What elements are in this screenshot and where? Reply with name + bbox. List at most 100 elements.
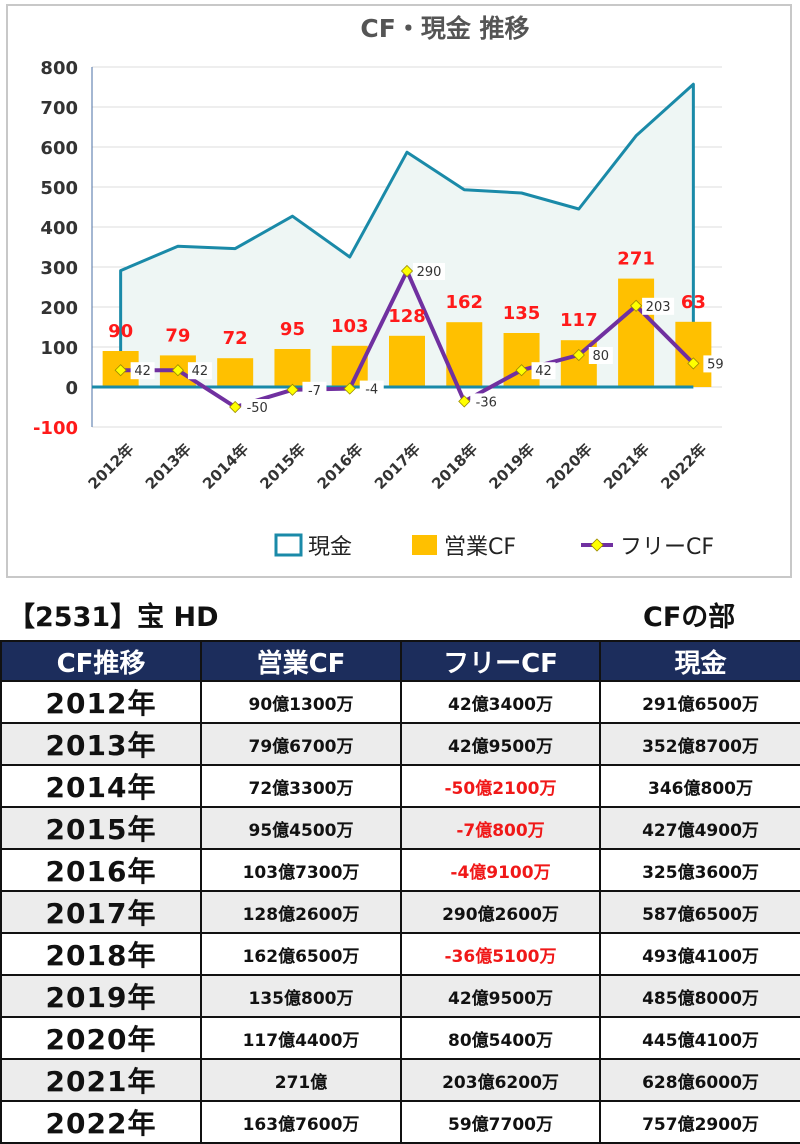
free-cf-cell: 59億7700万 xyxy=(400,1100,601,1144)
table-header-row: CF推移 営業CF フリーCF 現金 xyxy=(0,640,800,682)
free-cf-data-label: 42 xyxy=(134,364,151,379)
legend-operating-cf-swatch xyxy=(412,535,437,555)
y-tick-label: 500 xyxy=(40,178,78,199)
operating-cf-data-label: 135 xyxy=(503,303,541,324)
free-cf-cell: 203億6200万 xyxy=(400,1058,601,1102)
table-row: 2020年 117億4400万 80億5400万 445億4100万 xyxy=(0,1016,800,1060)
free-cf-label-bg xyxy=(187,362,212,380)
operating-cf-data-label: 79 xyxy=(165,325,190,346)
legend-free-cf-label: フリーCF xyxy=(620,535,714,560)
free-cf-label-bg xyxy=(531,362,556,380)
x-tick-label: 2014年 xyxy=(199,440,252,493)
cash-cell: 325億3600万 xyxy=(599,848,800,892)
y-tick-label: 600 xyxy=(40,138,78,159)
legend-free-cf-marker xyxy=(590,538,604,552)
cf-cash-chart: CF・現金 推移 800 700 600 500 400 300 200 100 0 -100 90 7… xyxy=(32,14,728,560)
table-row: 2016年 103億7300万 -4億9100万 325億3600万 xyxy=(0,848,800,892)
cash-cell: 485億8000万 xyxy=(599,974,800,1018)
header-free-cf: フリーCF xyxy=(400,640,601,682)
table-row: 2017年 128億2600万 290億2600万 587億6500万 xyxy=(0,890,800,934)
operating-cf-data-label: 63 xyxy=(681,292,706,313)
free-cf-data-label: 59 xyxy=(707,357,724,372)
free-cf-label-bg xyxy=(359,380,384,398)
y-tick-label: 300 xyxy=(40,258,78,279)
year-cell: 2022年 xyxy=(0,1100,202,1144)
x-tick-label: 2022年 xyxy=(657,440,710,493)
operating-cf-data-label: 117 xyxy=(560,310,598,331)
cash-cell: 291億6500万 xyxy=(599,680,800,724)
operating-cf-cell: 163億7600万 xyxy=(200,1100,402,1144)
cash-cell: 493億4100万 xyxy=(599,932,800,976)
operating-cf-cell: 128億2600万 xyxy=(200,890,402,934)
legend-cash-label: 現金 xyxy=(308,535,352,560)
cash-area xyxy=(120,84,694,387)
free-cf-label-bg xyxy=(642,297,675,315)
operating-cf-cell: 117億4400万 xyxy=(200,1016,402,1060)
free-cf-marker xyxy=(687,357,700,370)
y-tick-label: 0 xyxy=(65,378,78,399)
free-cf-cell: 80億5400万 xyxy=(400,1016,601,1060)
free-cf-marker xyxy=(114,364,127,377)
free-cf-data-label: 203 xyxy=(646,300,671,315)
y-tick-label: 200 xyxy=(40,298,78,319)
free-cf-marker xyxy=(458,395,471,408)
cash-cell: 352億8700万 xyxy=(599,722,800,766)
operating-cf-cell: 162億6500万 xyxy=(200,932,402,976)
free-cf-cell: -4億9100万 xyxy=(400,848,601,892)
x-tick-label: 2017年 xyxy=(371,440,424,493)
operating-cf-data-label: 162 xyxy=(445,292,483,313)
header-operating-cf: 営業CF xyxy=(200,640,402,682)
legend-cash-swatch xyxy=(274,533,303,557)
y-tick-label: 700 xyxy=(40,98,78,119)
table-row: 2019年 135億800万 42億9500万 485億8000万 xyxy=(0,974,800,1018)
chart-title: CF・現金 推移 xyxy=(360,14,529,43)
operating-cf-bar xyxy=(389,335,425,387)
free-cf-marker xyxy=(343,382,356,395)
legend-operating-cf-label: 営業CF xyxy=(444,535,516,560)
cash-cell: 757億2900万 xyxy=(599,1100,800,1144)
free-cf-marker xyxy=(229,400,242,414)
table-row: 2012年 90億1300万 42億3400万 291億6500万 xyxy=(0,680,800,724)
free-cf-marker xyxy=(286,383,299,396)
y-tick-label: 800 xyxy=(40,58,78,79)
free-cf-cell: -7億800万 xyxy=(400,806,601,850)
company-title: 【2531】宝 HD xyxy=(8,602,219,633)
cash-cell: 628億6000万 xyxy=(599,1058,800,1102)
operating-cf-data-label: 128 xyxy=(388,306,426,327)
free-cf-data-label: -50 xyxy=(247,401,268,416)
free-cf-label-bg xyxy=(302,381,327,399)
year-cell: 2017年 xyxy=(0,890,202,934)
cash-cell: 427億4900万 xyxy=(599,806,800,850)
operating-cf-bar xyxy=(274,349,311,387)
free-cf-data-label: 80 xyxy=(593,349,610,364)
year-cell: 2018年 xyxy=(0,932,202,976)
operating-cf-cell: 95億4500万 xyxy=(200,806,402,850)
free-cf-label-bg xyxy=(703,355,728,373)
cash-cell: 346億800万 xyxy=(599,764,800,808)
table-row: 2014年 72億3300万 -50億2100万 346億800万 xyxy=(0,764,800,808)
y-tick-label: 400 xyxy=(40,218,78,239)
free-cf-data-label: -4 xyxy=(365,383,378,398)
operating-cf-data-label: 90 xyxy=(108,321,133,342)
year-cell: 2020年 xyxy=(0,1016,202,1060)
operating-cf-cell: 103億7300万 xyxy=(200,848,402,892)
table-row: 2015年 95億4500万 -7億800万 427億4900万 xyxy=(0,806,800,850)
year-cell: 2021年 xyxy=(0,1058,202,1102)
year-cell: 2013年 xyxy=(0,722,202,766)
operating-cf-bar xyxy=(618,278,655,387)
year-cell: 2016年 xyxy=(0,848,202,892)
operating-cf-cell: 135億800万 xyxy=(200,974,402,1018)
cash-cell: 445億4100万 xyxy=(599,1016,800,1060)
free-cf-marker xyxy=(400,264,414,278)
x-tick-label: 2019年 xyxy=(486,440,539,493)
free-cf-cell: 42億9500万 xyxy=(400,722,601,766)
free-cf-marker xyxy=(515,364,528,377)
free-cf-data-label: 42 xyxy=(192,364,209,379)
y-tick-label: 100 xyxy=(40,338,78,359)
operating-cf-bar xyxy=(675,321,712,387)
cf-table: CF推移 営業CF フリーCF 現金 2012年 90億1300万 42億3400万… xyxy=(0,640,800,1144)
free-cf-data-label: 42 xyxy=(535,364,552,379)
free-cf-data-label: 290 xyxy=(417,265,442,280)
x-tick-label: 2020年 xyxy=(543,440,596,493)
header-cash: 現金 xyxy=(599,640,800,682)
